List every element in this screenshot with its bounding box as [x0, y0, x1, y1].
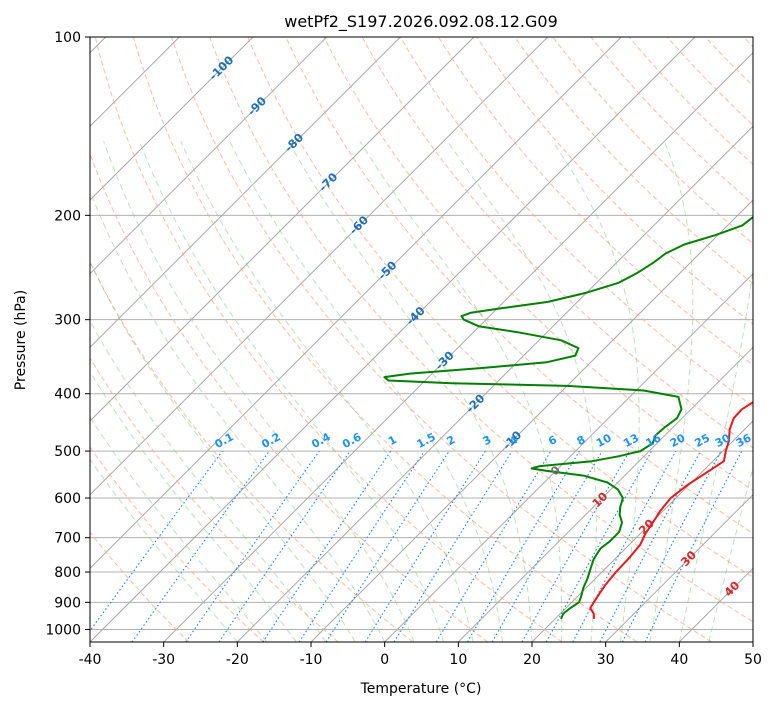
dry-adiabat-line — [171, 37, 712, 642]
profile-lines — [383, 215, 753, 620]
mixing-ratio-line — [218, 450, 351, 642]
background-lines — [90, 37, 753, 642]
y-tick-label: 900 — [54, 595, 81, 611]
x-tick-label: 20 — [523, 652, 541, 668]
mixing-ratio-label: 20 — [668, 431, 688, 450]
mixing-ratio-line — [521, 450, 630, 642]
axes: -40 -30 -20 -10 0 10 20 30 40 50 100 200 300 400 500 60… — [45, 30, 762, 668]
mixing-ratio-label: 36 — [734, 431, 754, 450]
isotherm-line — [90, 37, 328, 275]
x-axis-label: Temperature (°C) — [360, 681, 482, 697]
moist-adiabat-line — [90, 458, 238, 642]
x-tick-label: -40 — [79, 652, 102, 668]
moist-adiabat-line — [678, 265, 753, 642]
x-tick-label: -20 — [226, 652, 249, 668]
dry-adiabat-line — [285, 37, 753, 535]
dry-adiabat-line — [437, 37, 753, 366]
mixing-ratio-line — [393, 450, 513, 642]
moist-adiabat-line — [90, 416, 268, 642]
y-tick-label: 500 — [54, 444, 81, 460]
mixing-ratio-line — [90, 450, 223, 632]
isotherm-line — [90, 37, 254, 201]
temperature-profile-line — [589, 400, 753, 619]
isotherm-line — [90, 37, 549, 496]
isotherm-line — [90, 37, 475, 422]
mixing-ratio-label: 25 — [692, 431, 712, 450]
x-tick-label: 50 — [744, 652, 762, 668]
dewpoint-profile-line — [383, 215, 753, 620]
mixing-ratio-line — [435, 450, 552, 642]
x-tick-label: -30 — [152, 652, 175, 668]
mixing-ratio-line — [545, 450, 653, 642]
dry-adiabat-line — [399, 37, 753, 407]
moist-adiabat-line — [90, 319, 327, 642]
isotherm-line — [90, 37, 696, 642]
moist-adiabat-line — [180, 141, 474, 642]
dry-adiabat-line — [552, 37, 753, 245]
mixing-ratio-label: 16 — [644, 431, 664, 450]
moist-adiabat-line — [90, 260, 356, 642]
moist-adiabat-line — [359, 141, 563, 642]
mixing-ratio-label: 13 — [621, 431, 641, 450]
y-tick-label: 100 — [54, 30, 81, 46]
isotherm-line — [90, 37, 622, 570]
moist-adiabat-line — [138, 141, 445, 642]
moist-adiabat-line — [552, 141, 640, 642]
moist-adiabat-line — [90, 189, 386, 642]
isotherm-line — [90, 37, 401, 349]
y-tick-label: 300 — [54, 313, 81, 329]
dry-adiabat-line — [476, 37, 753, 325]
x-tick-label: -10 — [300, 652, 323, 668]
y-axis-label: Pressure (hPa) — [13, 290, 29, 390]
isotherm-line — [605, 493, 753, 642]
dry-adiabat-line — [132, 37, 638, 642]
x-tick-label: 0 — [380, 652, 389, 668]
mixing-ratio-label: 30 — [713, 431, 733, 450]
x-tick-label: 40 — [670, 652, 688, 668]
moist-adiabat-line — [649, 141, 694, 642]
y-tick-label: 800 — [54, 565, 81, 581]
y-tick-label: 400 — [54, 387, 81, 403]
y-tick-label: 1000 — [45, 622, 81, 638]
dry-adiabat-line — [90, 356, 339, 642]
x-tick-label: 30 — [597, 652, 615, 668]
moist-adiabat-line — [708, 466, 753, 642]
x-tick-label: 10 — [449, 652, 467, 668]
chart-title: wetPf2_S197.2026.092.08.12.G09 — [284, 12, 558, 32]
mixing-ratio-line — [131, 450, 270, 642]
moist-adiabat-line — [229, 141, 503, 642]
mixing-ratio-line — [491, 450, 603, 642]
mixing-ratio-line — [467, 450, 580, 642]
dry-adiabat-line — [90, 260, 414, 642]
moist-adiabat-line — [288, 141, 533, 642]
dry-adiabat-line — [590, 37, 753, 205]
moist-adiabat-line — [447, 141, 597, 642]
isotherm-line — [236, 125, 753, 642]
moist-adiabat-line — [90, 370, 297, 642]
mixing-ratio-line — [572, 450, 677, 642]
plot-frame — [89, 36, 754, 643]
dry-adiabat-line — [361, 37, 753, 449]
isotherm-line — [163, 51, 753, 642]
mixing-ratio-line — [364, 450, 486, 642]
y-tick-label: 700 — [54, 531, 81, 547]
dry-adiabat-line — [90, 531, 190, 642]
mixing-ratio-line — [325, 450, 450, 642]
moist-adiabat-line — [103, 141, 415, 642]
isotherm-line — [384, 272, 753, 642]
dry-adiabat-line — [209, 37, 753, 623]
dry-adiabat-line — [94, 37, 563, 642]
isotherm-line — [531, 420, 753, 642]
mixing-ratio-label: 10 — [594, 431, 614, 450]
y-tick-label: 600 — [54, 491, 81, 507]
y-tick-label: 200 — [54, 208, 81, 224]
mixing-ratio-line — [185, 450, 320, 642]
